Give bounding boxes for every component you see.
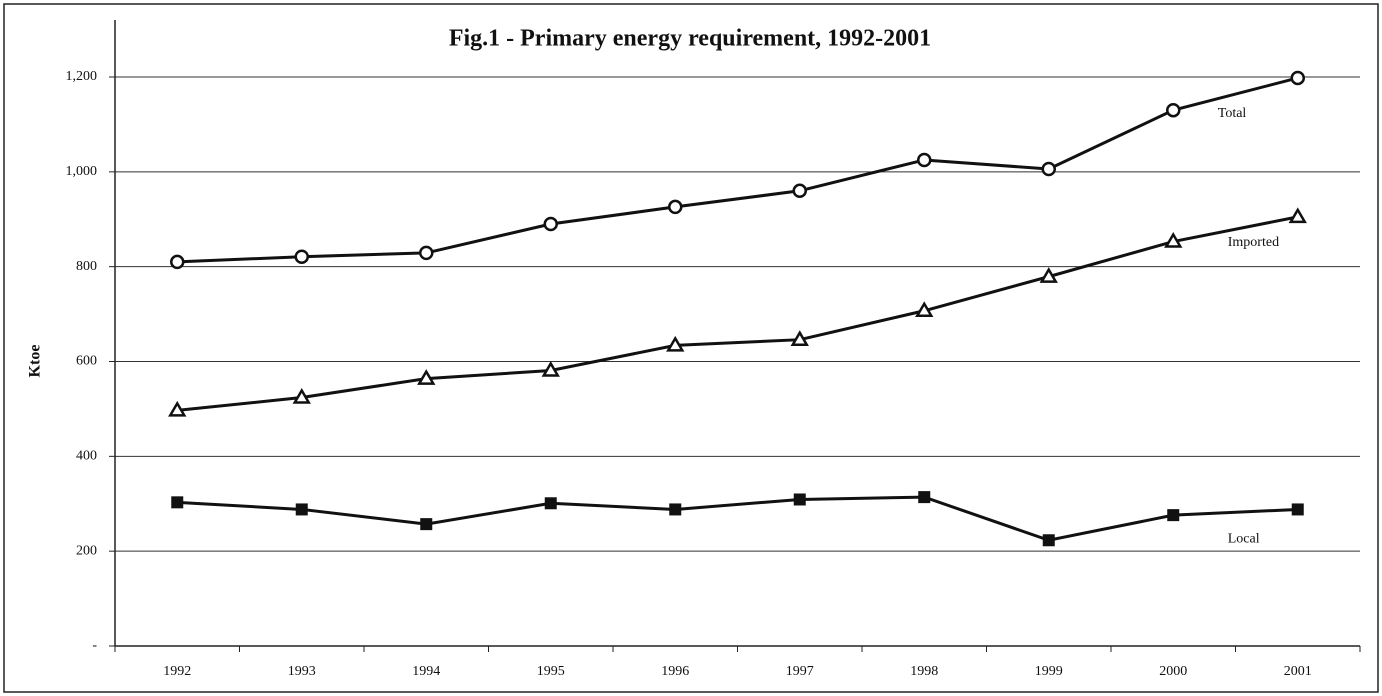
marker <box>170 254 185 270</box>
marker <box>294 249 309 264</box>
y-tick-label: 800 <box>76 259 97 274</box>
x-tick-label: 2000 <box>1159 664 1187 679</box>
marker <box>1288 207 1307 224</box>
x-tick-label: 1997 <box>786 664 814 679</box>
x-tick-label: 2001 <box>1284 664 1312 679</box>
marker <box>543 216 558 232</box>
series-line <box>177 495 1298 542</box>
marker <box>544 497 557 510</box>
marker <box>669 503 682 516</box>
x-tick-label: 1994 <box>412 664 440 679</box>
marker <box>1167 509 1180 522</box>
y-tick-label: 200 <box>76 543 97 558</box>
y-tick-label: 600 <box>76 354 97 369</box>
marker <box>419 245 434 261</box>
marker <box>918 491 931 504</box>
marker <box>915 301 934 318</box>
x-tick-label: 1995 <box>537 664 565 679</box>
series-line <box>177 76 1299 264</box>
marker <box>1290 70 1305 86</box>
y-tick-label: 1,200 <box>66 69 98 84</box>
marker <box>541 361 560 377</box>
marker <box>168 400 187 417</box>
marker <box>917 152 932 168</box>
y-axis-label: Ktoe <box>27 345 44 378</box>
x-tick-label: 1998 <box>910 664 938 679</box>
y-tick-label: 1,000 <box>66 164 98 179</box>
marker <box>1042 534 1055 547</box>
marker <box>1291 503 1304 516</box>
series-line <box>177 215 1299 412</box>
x-tick-label: 1999 <box>1035 664 1063 679</box>
chart-title: Fig.1 - Primary energy requirement, 1992… <box>449 26 931 52</box>
y-tick-label: - <box>92 638 97 653</box>
marker <box>1039 267 1058 283</box>
y-tick-label: 400 <box>76 449 97 464</box>
marker <box>295 503 308 516</box>
marker <box>292 388 311 404</box>
x-tick-label: 1996 <box>661 664 689 679</box>
marker <box>793 493 806 506</box>
marker <box>171 496 184 509</box>
marker <box>792 183 807 199</box>
frame <box>3 3 1379 693</box>
marker <box>417 369 436 385</box>
marker <box>1166 102 1181 118</box>
series-label: Local <box>1228 532 1260 547</box>
marker <box>790 330 809 346</box>
marker <box>668 199 683 215</box>
marker <box>666 335 685 352</box>
series-label: Imported <box>1228 235 1279 250</box>
series-label: Total <box>1218 106 1247 121</box>
x-tick-label: 1993 <box>288 664 316 679</box>
marker <box>420 518 433 531</box>
marker <box>1041 161 1056 177</box>
marker <box>1164 232 1183 248</box>
x-tick-label: 1992 <box>163 664 191 679</box>
